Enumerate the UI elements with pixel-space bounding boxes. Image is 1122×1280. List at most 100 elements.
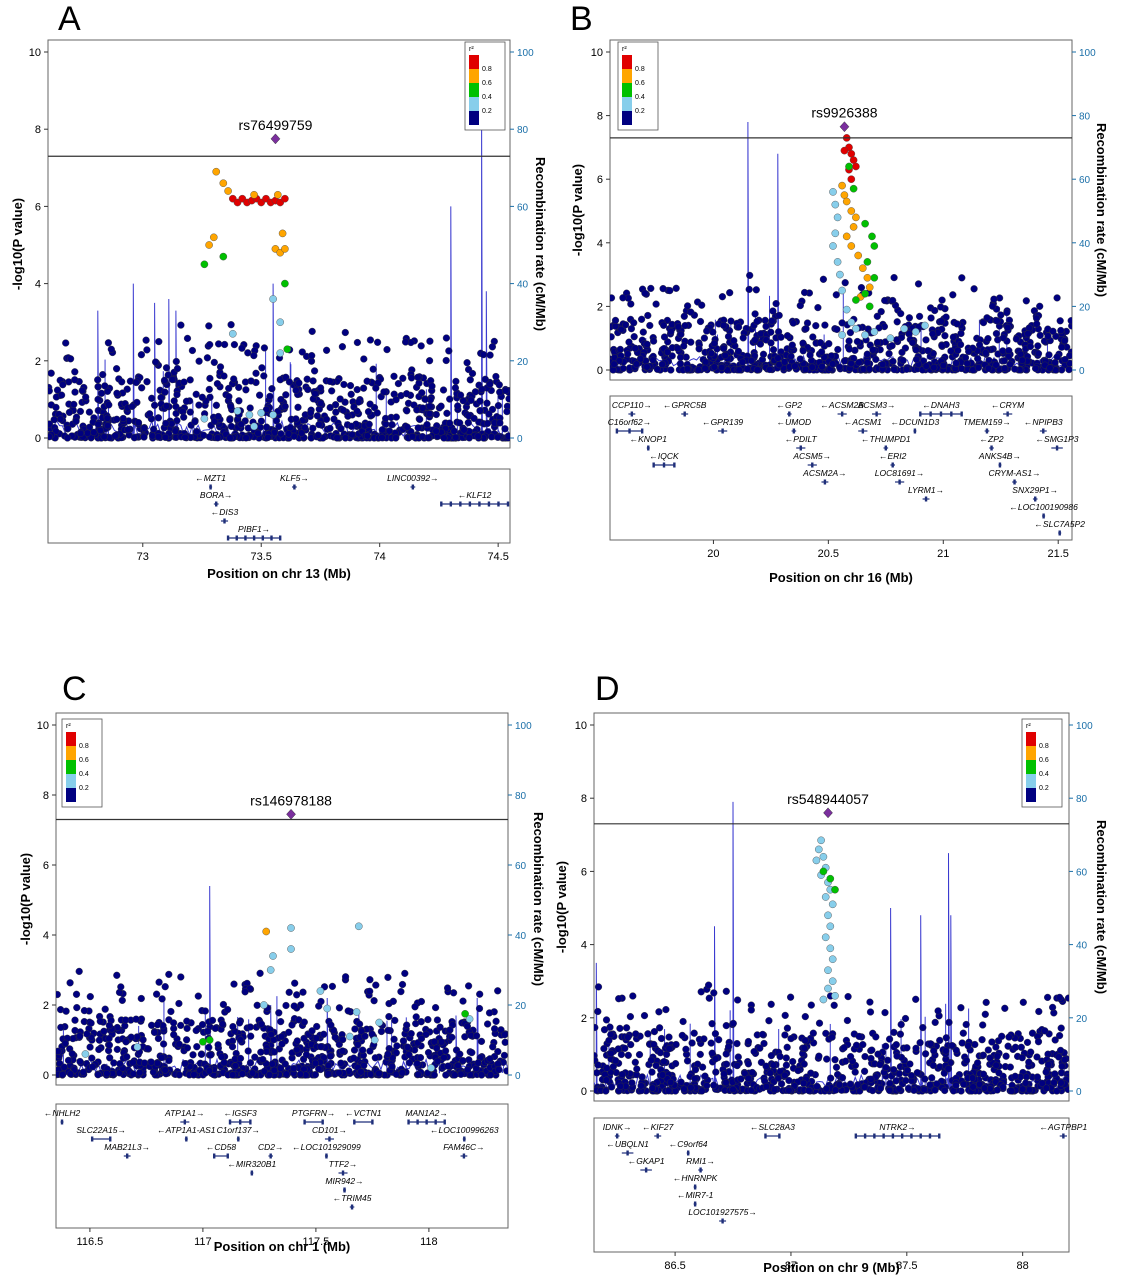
snp-point bbox=[403, 423, 411, 431]
snp-point bbox=[214, 412, 222, 421]
snp-point bbox=[238, 344, 246, 352]
snp-point bbox=[1033, 320, 1041, 328]
gene-direction-arrow: ← bbox=[820, 400, 829, 410]
snp-point bbox=[95, 1036, 104, 1044]
snp-point bbox=[207, 1051, 215, 1059]
snp-point bbox=[845, 345, 853, 353]
snp-point bbox=[465, 434, 473, 442]
snp-point bbox=[1006, 1063, 1014, 1071]
snp-point bbox=[928, 1074, 936, 1082]
snp-point bbox=[1061, 337, 1069, 345]
snp-point bbox=[897, 1020, 905, 1029]
snp-point bbox=[926, 1040, 935, 1048]
snp-point bbox=[813, 1082, 821, 1091]
gene-direction-arrow: ← bbox=[663, 400, 672, 410]
snp-point bbox=[752, 286, 760, 294]
gene-label: ACSM3→ bbox=[857, 400, 896, 410]
snp-point bbox=[729, 1085, 737, 1094]
gene-label: CD2→ bbox=[258, 1142, 284, 1152]
snp-point bbox=[270, 1066, 278, 1074]
snp-point bbox=[171, 427, 180, 435]
snp-point bbox=[888, 342, 896, 350]
gene-name: DNAH3 bbox=[931, 400, 960, 410]
gene-exon bbox=[662, 462, 666, 468]
snp-point bbox=[796, 355, 804, 363]
snp-point bbox=[137, 994, 145, 1003]
y2-tick-label: 100 bbox=[515, 721, 532, 732]
gene-direction-arrow: → bbox=[142, 1142, 151, 1152]
gene-exon bbox=[238, 1119, 242, 1125]
snp-point bbox=[266, 392, 274, 401]
legend-swatch bbox=[622, 69, 632, 83]
snp-point bbox=[172, 357, 180, 366]
gene-direction-arrow: → bbox=[349, 1159, 358, 1169]
snp-point bbox=[424, 1015, 432, 1024]
snp-point bbox=[711, 1030, 720, 1038]
snp-point-ld bbox=[829, 188, 837, 196]
legend-swatch bbox=[622, 111, 632, 125]
snp-point bbox=[325, 1061, 333, 1070]
snp-point bbox=[890, 1028, 898, 1037]
snp-point bbox=[968, 1074, 977, 1082]
gene-name: KLF12 bbox=[466, 490, 491, 500]
snp-point bbox=[821, 321, 829, 329]
gene-label: IDNK→ bbox=[603, 1122, 632, 1132]
snp-point bbox=[440, 434, 448, 442]
plot-area bbox=[56, 818, 508, 1079]
snp-point bbox=[62, 339, 70, 347]
snp-point-ld bbox=[817, 836, 825, 845]
snp-point bbox=[236, 1036, 245, 1044]
snp-point-ld bbox=[287, 924, 295, 932]
snp-point bbox=[846, 1052, 855, 1061]
snp-point bbox=[76, 1032, 84, 1040]
snp-point-ld bbox=[852, 162, 860, 171]
snp-point bbox=[942, 1034, 950, 1042]
snp-point bbox=[236, 1054, 245, 1063]
snp-point bbox=[235, 383, 243, 392]
gene-name: TMEM159 bbox=[963, 417, 1002, 427]
snp-point bbox=[308, 352, 316, 360]
snp-point-ld bbox=[826, 944, 835, 953]
snp-point bbox=[301, 424, 309, 432]
gene-name: RMI1 bbox=[686, 1156, 707, 1166]
gene-track: ←MZT1 KLF5→ LINC00392→BORA→ ←KLF12←DIS3PIBF… bbox=[47, 468, 511, 544]
snp-point-ld bbox=[815, 845, 823, 854]
snp-point bbox=[113, 971, 121, 979]
snp-point bbox=[978, 1036, 986, 1044]
snp-point bbox=[161, 433, 170, 442]
snp-point bbox=[988, 1038, 996, 1046]
gene-direction-arrow: ← bbox=[750, 1122, 759, 1132]
snp-point bbox=[206, 374, 214, 383]
gene-exon bbox=[328, 1136, 331, 1142]
snp-point bbox=[94, 1071, 102, 1079]
snp-point bbox=[143, 346, 151, 354]
snp-point bbox=[122, 1038, 130, 1046]
snp-point bbox=[170, 1019, 178, 1027]
snp-point bbox=[59, 381, 67, 389]
snp-point bbox=[734, 347, 743, 355]
snp-point bbox=[186, 376, 194, 384]
snp-point bbox=[298, 348, 306, 356]
snp-point bbox=[365, 420, 373, 428]
gene-exon bbox=[1013, 479, 1016, 485]
snp-point bbox=[266, 1071, 274, 1079]
snp-point bbox=[957, 1004, 965, 1012]
snp-point bbox=[660, 333, 669, 341]
snp-point bbox=[884, 1056, 892, 1064]
snp-point bbox=[246, 1059, 255, 1067]
gene-direction-arrow: → bbox=[1002, 417, 1011, 427]
snp-point bbox=[246, 404, 254, 412]
snp-point-ld bbox=[200, 414, 209, 423]
snp-point bbox=[214, 1041, 222, 1049]
snp-point bbox=[155, 978, 163, 986]
gene-exon bbox=[985, 428, 989, 434]
snp-point bbox=[665, 1033, 673, 1041]
snp-point bbox=[418, 389, 426, 397]
snp-point bbox=[895, 1070, 903, 1078]
r2-legend: r²0.20.40.60.8 bbox=[464, 41, 506, 131]
gene-name: LOC81691 bbox=[875, 468, 916, 478]
snp-point bbox=[1051, 1070, 1059, 1078]
snp-point bbox=[446, 1026, 454, 1034]
snp-point-ld bbox=[224, 187, 232, 195]
snp-point bbox=[594, 1061, 602, 1069]
